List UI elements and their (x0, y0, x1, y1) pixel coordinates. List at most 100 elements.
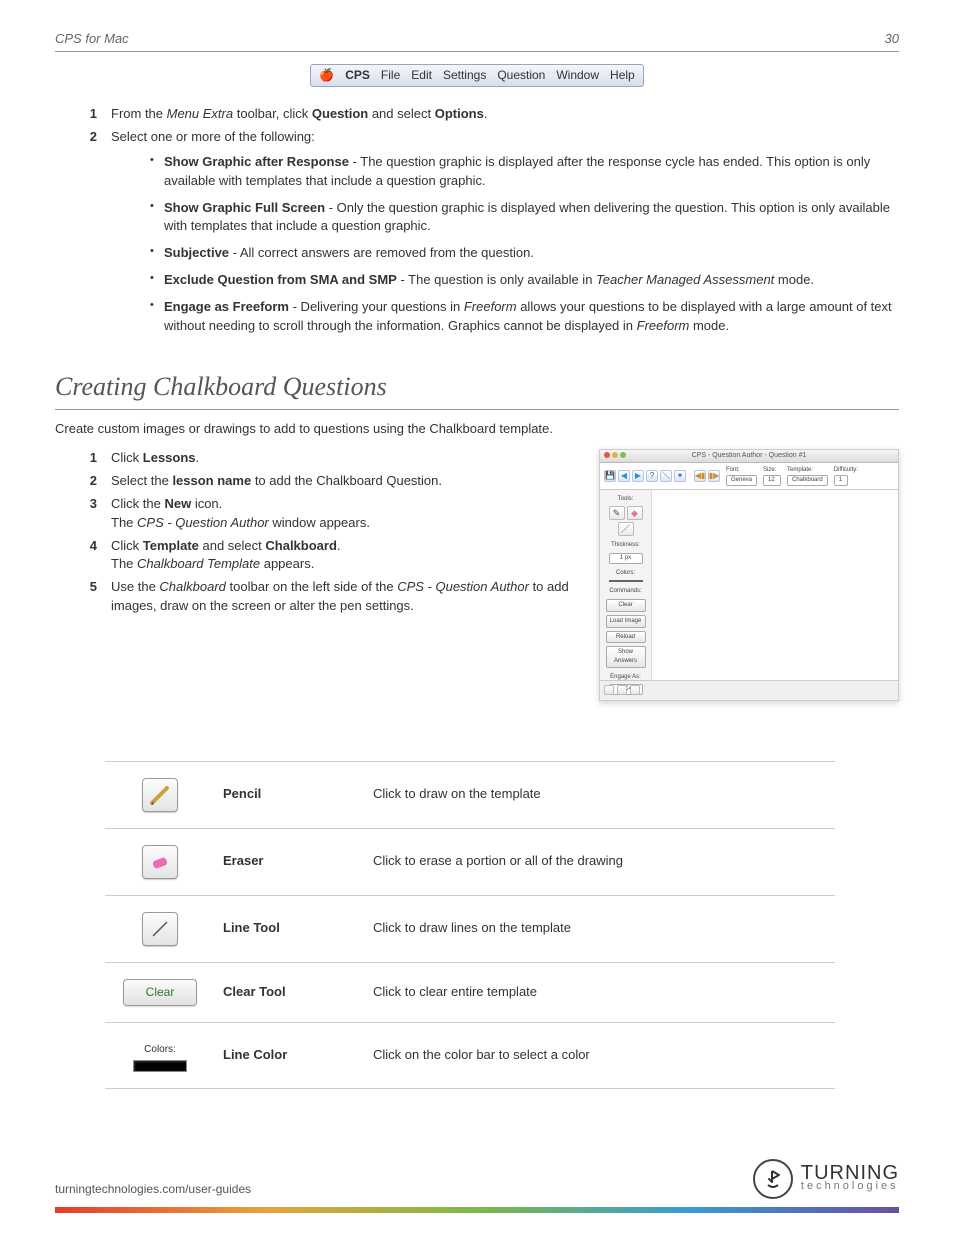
text: CPS - Question Author (397, 579, 529, 594)
text: window appears. (269, 515, 370, 530)
label: Thickness: (611, 541, 640, 550)
difficulty-select[interactable]: 1 (834, 475, 848, 486)
help-icon[interactable]: ? (646, 470, 658, 482)
font-select[interactable]: Geneva (726, 475, 757, 486)
pencil-tool-icon[interactable]: ✎ (609, 506, 625, 520)
show-answers-button[interactable]: Show Answers (606, 646, 646, 667)
colors-widget-icon: Colors: (133, 1043, 187, 1072)
label: Tools: (618, 495, 634, 504)
prev-q-icon[interactable]: ◀▮ (694, 470, 706, 482)
menu-settings[interactable]: Settings (443, 67, 486, 84)
footer-url: turningtechnologies.com/user-guides (55, 1181, 251, 1198)
brush-icon[interactable]: ＼ (660, 470, 672, 482)
text: icon. (191, 496, 222, 511)
label: Template: (787, 466, 813, 475)
top-steps-list: 1 From the Menu Extra toolbar, click Que… (55, 105, 899, 147)
label: Commands: (609, 587, 641, 596)
text: . (484, 106, 488, 121)
section-heading: Creating Chalkboard Questions (55, 368, 899, 411)
options-bullets: Show Graphic after Response - The questi… (55, 153, 899, 336)
menu-question[interactable]: Question (497, 67, 545, 84)
menu-edit[interactable]: Edit (411, 67, 432, 84)
menu-window[interactable]: Window (556, 67, 599, 84)
step-2: 2 Select one or more of the following: (85, 128, 899, 147)
eraser-icon (142, 845, 178, 879)
color-bar (133, 1060, 187, 1072)
tool-desc: Click to draw lines on the template (365, 895, 835, 962)
min-dot[interactable] (612, 452, 618, 458)
close-dot[interactable] (604, 452, 610, 458)
label: Size: (763, 466, 776, 475)
template-select[interactable]: Chalkboard (787, 475, 828, 486)
text: - Delivering your questions in (289, 299, 464, 314)
footer-icon[interactable] (617, 685, 627, 695)
text: Freeform (464, 299, 517, 314)
footer-icon[interactable] (604, 685, 614, 695)
turning-logo: TURNING technologies (753, 1159, 899, 1199)
chalkboard-side-panel: Tools: ✎ ◆ ／ Thickness: 1 px Colors: Com… (600, 490, 652, 680)
tool-name: Pencil (215, 761, 365, 828)
chalkboard-canvas[interactable] (652, 490, 898, 680)
page-footer: turningtechnologies.com/user-guides TURN… (55, 1159, 899, 1199)
size-select[interactable]: 12 (763, 475, 781, 486)
text: Use the (111, 579, 159, 594)
reload-button[interactable]: Reload (606, 631, 646, 644)
text: Chalkboard Template (137, 556, 260, 571)
text: Click (111, 538, 143, 553)
text: Subjective (164, 245, 229, 260)
text: appears. (260, 556, 314, 571)
next-icon[interactable]: ▶ (632, 470, 644, 482)
table-row: Line Tool Click to draw lines on the tem… (105, 895, 835, 962)
label: Colors: (616, 569, 635, 578)
text: From the (111, 106, 167, 121)
opt-exclude: Exclude Question from SMA and SMP - The … (150, 271, 899, 290)
clear-button[interactable]: Clear (606, 599, 646, 612)
color-swatch[interactable] (609, 580, 643, 582)
logo-mark-icon (753, 1159, 793, 1199)
line-tool-icon[interactable]: ／ (618, 522, 634, 536)
opt-full-screen: Show Graphic Full Screen - Only the ques… (150, 199, 899, 237)
menu-help[interactable]: Help (610, 67, 635, 84)
chalk-steps: 1Click Lessons. 2Select the lesson name … (55, 449, 569, 616)
eraser-tool-icon[interactable]: ◆ (627, 506, 643, 520)
text: lesson name (172, 473, 251, 488)
text: mode. (774, 272, 814, 287)
prev-icon[interactable]: ◀ (618, 470, 630, 482)
text: Menu Extra (167, 106, 233, 121)
text: Teacher Managed Assessment (596, 272, 774, 287)
wizard-icon[interactable]: ✶ (674, 470, 686, 482)
cstep-3: 3Click the New icon.The CPS - Question A… (85, 495, 569, 533)
text: The (111, 556, 137, 571)
tool-desc: Click on the color bar to select a color (365, 1023, 835, 1089)
tool-desc: Click to draw on the template (365, 761, 835, 828)
thickness-select[interactable]: 1 px (609, 553, 643, 564)
text: Question (312, 106, 368, 121)
footer-icon[interactable] (630, 685, 640, 695)
max-dot[interactable] (620, 452, 626, 458)
text: Select one or more of the following: (111, 128, 899, 147)
text: Template (143, 538, 199, 553)
clear-button-icon: Clear (123, 979, 198, 1006)
text: Options (435, 106, 484, 121)
menu-cps[interactable]: CPS (345, 67, 370, 84)
text: Exclude Question from SMA and SMP (164, 272, 397, 287)
menubar-figure: 🍎 CPS File Edit Settings Question Window… (55, 64, 899, 87)
question-author-screenshot: CPS - Question Author - Question #1 💾 ◀ … (599, 449, 899, 701)
table-row: Pencil Click to draw on the template (105, 761, 835, 828)
cstep-4: 4Click Template and select Chalkboard.Th… (85, 537, 569, 575)
text: toolbar on the left side of the (226, 579, 397, 594)
step-1: 1 From the Menu Extra toolbar, click Que… (85, 105, 899, 124)
label: Difficulty: (834, 466, 858, 475)
opt-show-after: Show Graphic after Response - The questi… (150, 153, 899, 191)
load-image-button[interactable]: Load Image (606, 615, 646, 628)
text: and select (199, 538, 266, 553)
step-num: 1 (85, 105, 97, 124)
label: Engage As: (610, 673, 641, 682)
text: The (111, 515, 137, 530)
menu-file[interactable]: File (381, 67, 400, 84)
save-icon[interactable]: 💾 (604, 470, 616, 482)
doc-title: CPS for Mac (55, 30, 129, 49)
next-q-icon[interactable]: ▮▶ (708, 470, 720, 482)
text: - The question is only available in (397, 272, 596, 287)
text: mode. (689, 318, 729, 333)
